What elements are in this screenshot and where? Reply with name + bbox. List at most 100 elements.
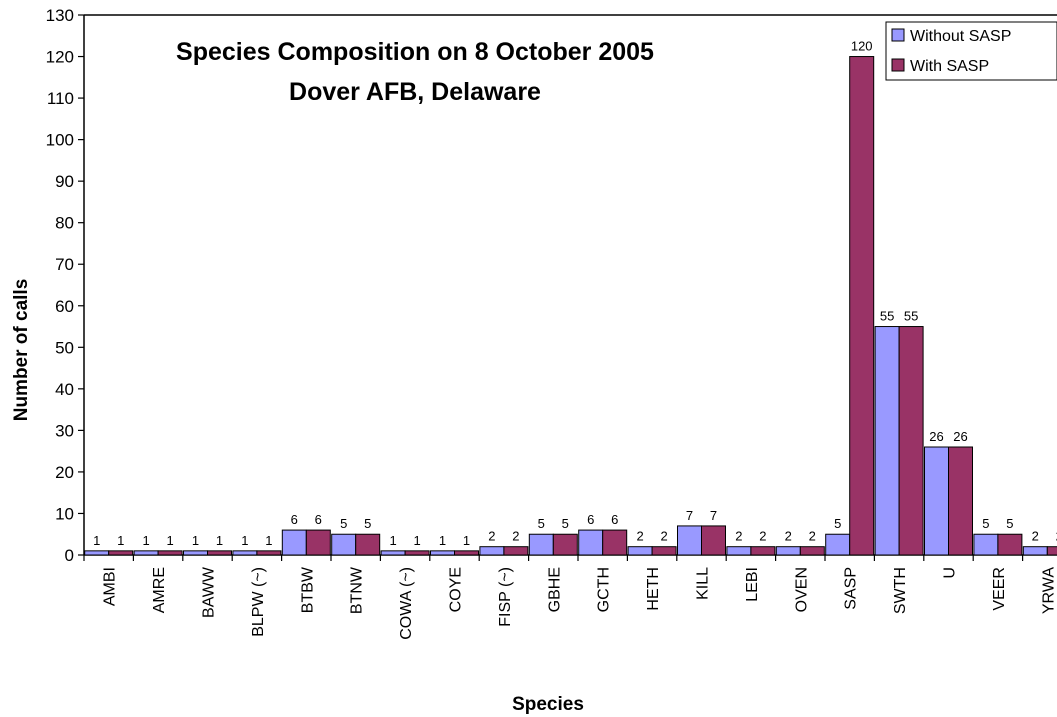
- data-label: 26: [953, 429, 967, 444]
- category-label: BAWW: [201, 566, 218, 618]
- data-label: 55: [880, 309, 894, 324]
- bar-with-sasp: [602, 529, 628, 556]
- data-label: 2: [488, 529, 495, 544]
- data-label: 2: [809, 529, 816, 544]
- bar-without-sasp: [183, 550, 208, 556]
- y-axis-label: Number of calls: [11, 279, 32, 422]
- bar-without-sasp: [232, 550, 258, 556]
- bars: [84, 56, 1057, 556]
- data-label: 120: [851, 39, 873, 54]
- legend-swatch-without-sasp: [891, 28, 905, 42]
- bar-with-sasp: [552, 533, 578, 556]
- category-label: LEBI: [744, 567, 761, 602]
- bar-with-sasp: [898, 326, 924, 556]
- bar-with-sasp: [207, 550, 232, 556]
- bar-without-sasp: [825, 533, 851, 556]
- bar-without-sasp: [578, 529, 604, 556]
- data-label: 5: [364, 516, 371, 531]
- category-label: BTBW: [299, 566, 316, 613]
- bar-with-sasp: [849, 56, 875, 556]
- bar-without-sasp: [133, 550, 159, 556]
- y-tick-label: 40: [55, 380, 74, 399]
- legend-swatch-with-sasp: [891, 58, 905, 72]
- data-label: 7: [686, 508, 693, 523]
- data-label: 1: [117, 533, 124, 548]
- bar-with-sasp: [799, 546, 825, 556]
- y-tick-label: 20: [55, 463, 74, 482]
- data-label: 1: [265, 533, 272, 548]
- bar-with-sasp: [305, 529, 331, 556]
- category-label: U: [942, 567, 959, 579]
- data-label: 1: [241, 533, 248, 548]
- category-label: SWTH: [892, 567, 909, 614]
- category-label: GCTH: [596, 567, 613, 612]
- bar-without-sasp: [924, 446, 949, 556]
- legend: Without SASP With SASP: [885, 21, 1057, 81]
- category-label: YRWA: [1040, 567, 1057, 614]
- bar-without-sasp: [973, 533, 999, 556]
- category-label: SASP: [843, 567, 860, 610]
- y-tick-label: 60: [55, 297, 74, 316]
- chart-subtitle: Dover AFB, Delaware: [289, 78, 541, 106]
- data-label: 5: [982, 516, 989, 531]
- data-label: 1: [166, 533, 173, 548]
- data-label: 5: [1006, 516, 1013, 531]
- x-axis-label: Species: [512, 694, 584, 715]
- y-tick-label: 10: [55, 504, 74, 523]
- category-label: GBHE: [546, 567, 563, 612]
- data-label: 26: [929, 429, 943, 444]
- bar-with-sasp: [503, 546, 529, 556]
- bar-without-sasp: [1022, 546, 1048, 556]
- bar-with-sasp: [404, 550, 430, 556]
- category-label: OVEN: [793, 567, 810, 612]
- bar-without-sasp: [627, 546, 653, 556]
- data-label: 6: [291, 512, 298, 527]
- bar-with-sasp: [355, 533, 381, 556]
- bar-with-sasp: [157, 550, 183, 556]
- y-tick-label: 120: [46, 48, 74, 67]
- bar-without-sasp: [430, 550, 455, 556]
- bar-with-sasp: [701, 525, 726, 556]
- category-label: HETH: [645, 567, 662, 611]
- category-labels: AMBI AMRE BAWW BLPW (~) BTBW BTNW COWA (~) COYE…: [102, 566, 1057, 640]
- bar-with-sasp: [256, 550, 282, 556]
- data-label: 1: [463, 533, 470, 548]
- bar-without-sasp: [528, 533, 554, 556]
- chart-title: Species Composition on 8 October 2005: [176, 38, 654, 66]
- data-label: 5: [562, 516, 569, 531]
- data-label: 2: [1056, 529, 1057, 544]
- bar-without-sasp: [281, 529, 307, 556]
- category-label: AMBI: [102, 567, 119, 606]
- legend-label-without-sasp: Without SASP: [910, 28, 1011, 45]
- data-label: 1: [192, 533, 199, 548]
- bar-with-sasp: [651, 546, 677, 556]
- bar-without-sasp: [677, 525, 702, 556]
- bar-without-sasp: [84, 550, 110, 556]
- category-label: COWA (~): [398, 567, 415, 640]
- y-tick-label: 80: [55, 214, 74, 233]
- bar-without-sasp: [775, 546, 801, 556]
- category-label: BLPW (~): [250, 567, 267, 637]
- bar-without-sasp: [331, 533, 357, 556]
- y-tick-label: 50: [55, 338, 74, 357]
- category-label: FISP (~): [497, 567, 514, 627]
- bar-without-sasp: [479, 546, 505, 556]
- data-label: 1: [216, 533, 223, 548]
- data-label: 5: [834, 516, 841, 531]
- data-label: 1: [389, 533, 396, 548]
- bar-with-sasp: [997, 533, 1023, 556]
- data-label: 2: [660, 529, 667, 544]
- data-label: 2: [1032, 529, 1039, 544]
- data-label: 6: [587, 512, 594, 527]
- y-tick-label: 90: [55, 172, 74, 191]
- bar-without-sasp: [874, 326, 900, 556]
- data-label: 1: [142, 533, 149, 548]
- y-tick-label: 100: [46, 131, 74, 150]
- category-label: COYE: [448, 567, 465, 612]
- data-label: 5: [340, 516, 347, 531]
- legend-label-with-sasp: With SASP: [910, 58, 989, 75]
- category-label: AMRE: [151, 567, 168, 613]
- bar-with-sasp: [108, 550, 134, 556]
